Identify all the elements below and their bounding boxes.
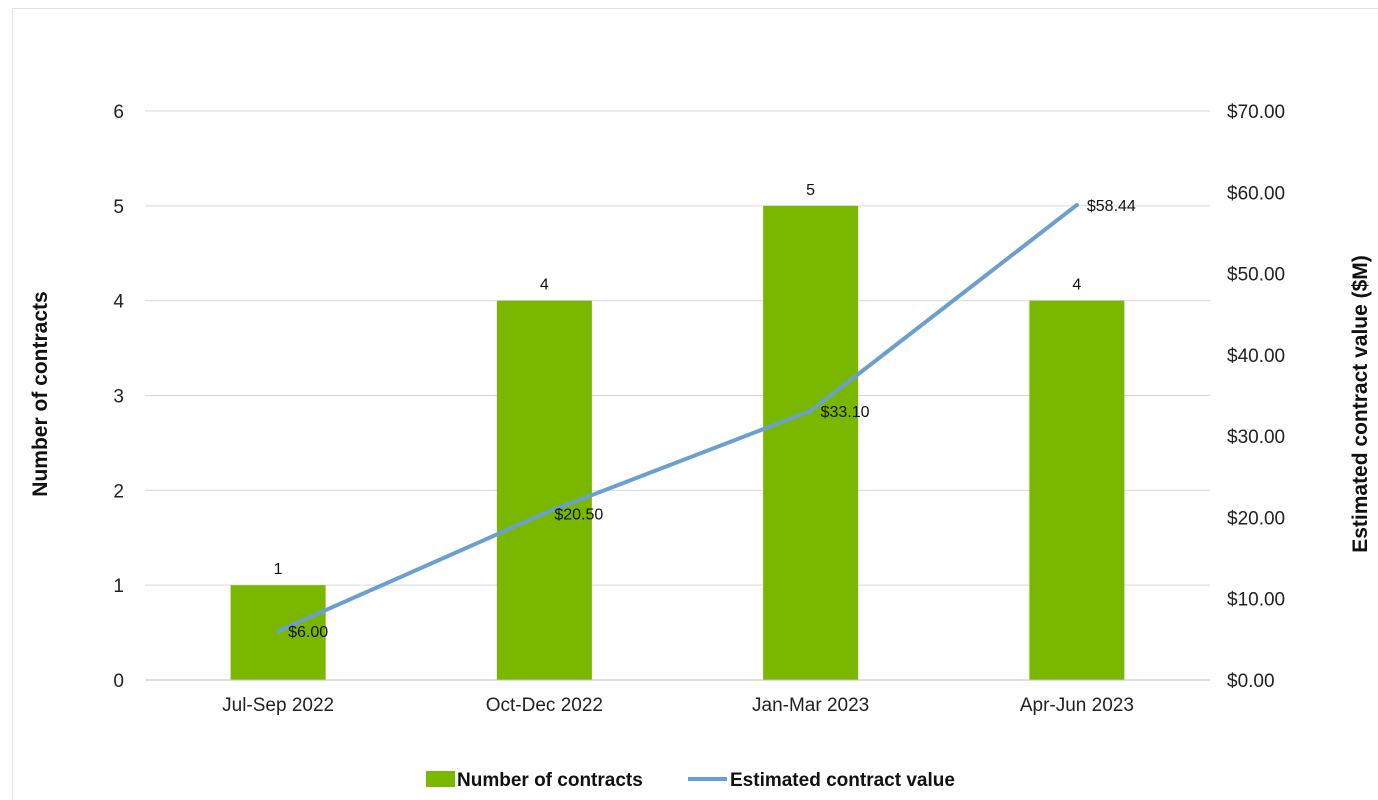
- left-tick-label: 3: [113, 387, 124, 408]
- bar-data-label: 1: [274, 561, 283, 578]
- legend-label-bar: Number of contracts: [457, 770, 643, 791]
- line-point: [1074, 202, 1079, 207]
- line-point: [276, 629, 281, 634]
- line-point: [808, 408, 813, 413]
- left-tick-label: 6: [113, 102, 124, 123]
- left-tick-label: 1: [113, 576, 124, 597]
- legend-label-line: Estimated contract value: [730, 770, 955, 791]
- bar-data-label: 5: [806, 182, 815, 199]
- bar: [1029, 300, 1125, 680]
- line-data-label: $33.10: [821, 404, 870, 421]
- bar: [496, 300, 592, 680]
- x-tick-label: Jul-Sep 2022: [222, 695, 334, 716]
- data-labels: 1 4 5 4 $6.00 $20.50 $33.10 $58.44: [274, 182, 1136, 641]
- legend-swatch-bar: [426, 771, 455, 787]
- line-data-label: $20.50: [554, 506, 603, 523]
- right-tick-label: $10.00: [1227, 590, 1285, 611]
- line-series-path: [276, 202, 1079, 634]
- bar-data-label: 4: [1072, 277, 1081, 294]
- left-tick-label: 5: [113, 197, 124, 218]
- right-axis-title: Estimated contract value ($M): [1349, 255, 1372, 553]
- right-tick-label: $40.00: [1227, 346, 1285, 367]
- line-data-label: $58.44: [1087, 198, 1136, 215]
- left-tick-label: 4: [113, 292, 124, 313]
- axes: 0 1 2 3 4 5 6 $0.00 $10.00 $20.00 $30.00 $40.00 $50.…: [113, 102, 1285, 716]
- bar-data-label: 4: [540, 277, 549, 294]
- line-point: [542, 511, 547, 516]
- right-tick-label: $0.00: [1227, 671, 1275, 692]
- right-tick-label: $50.00: [1227, 265, 1285, 286]
- right-tick-label: $30.00: [1227, 427, 1285, 448]
- line-data-label: $6.00: [288, 624, 328, 641]
- bar: [763, 205, 859, 681]
- bar-series: [230, 205, 1125, 681]
- right-tick-label: $70.00: [1227, 102, 1285, 123]
- legend: Number of contracts Estimated contract va…: [426, 770, 955, 791]
- line-series: [276, 202, 1079, 634]
- x-tick-label: Apr-Jun 2023: [1020, 695, 1134, 716]
- x-tick-label: Jan-Mar 2023: [752, 695, 869, 716]
- right-tick-label: $20.00: [1227, 508, 1285, 529]
- left-tick-label: 2: [113, 481, 124, 502]
- left-axis-title: Number of contracts: [29, 291, 52, 496]
- x-tick-label: Oct-Dec 2022: [486, 695, 603, 716]
- right-tick-label: $60.00: [1227, 183, 1285, 204]
- left-tick-label: 0: [113, 671, 124, 692]
